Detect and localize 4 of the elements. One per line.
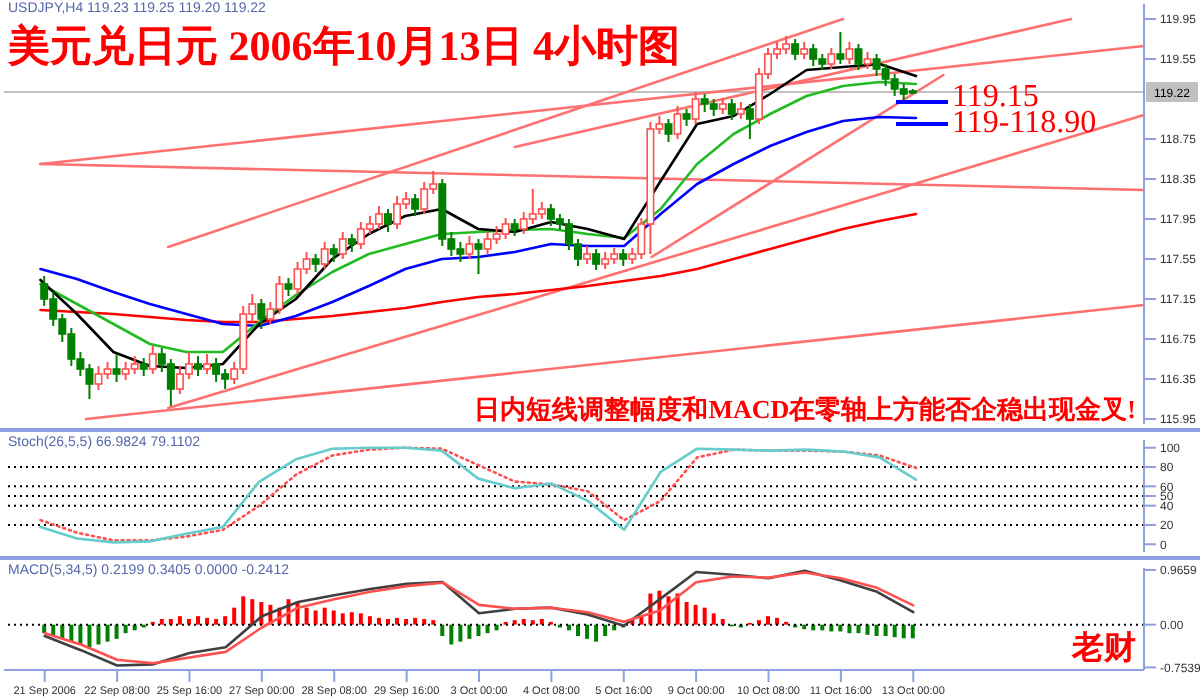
- annotation: 老财: [1072, 632, 1136, 666]
- annotation: 119-118.90: [952, 106, 1097, 140]
- annotation: 日内短线调整幅度和MACD在零轴上方能否企稳出现金叉!: [474, 394, 1136, 424]
- chart-title: 美元兑日元 2006年10月13日 4小时图: [8, 20, 680, 74]
